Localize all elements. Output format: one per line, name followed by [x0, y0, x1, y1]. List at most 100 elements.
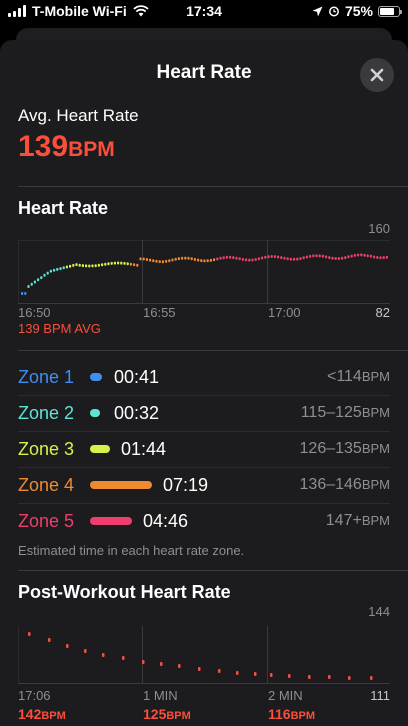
- zone-range-unit: BPM: [361, 441, 390, 456]
- post-value-unit: BPM: [41, 710, 66, 722]
- carrier-label: T-Mobile Wi-Fi: [32, 3, 127, 19]
- post-value-1: 125BPM: [143, 706, 191, 724]
- trace-segment: [289, 257, 292, 261]
- trace-segment: [366, 254, 369, 258]
- post-trace-point: [28, 632, 31, 636]
- trace-segment: [209, 258, 212, 262]
- trace-segment: [53, 268, 56, 272]
- trace-segment: [158, 260, 161, 264]
- post-value-2: 116BPM: [268, 706, 315, 724]
- zone-range-value: 126–135: [299, 440, 362, 457]
- avg-caption: 139 BPM AVG: [18, 321, 101, 336]
- zone-separator: [18, 503, 390, 504]
- zone-time: 07:19: [163, 475, 209, 495]
- trace-segment: [27, 285, 30, 288]
- trace-segment: [24, 292, 27, 295]
- trace-segment: [37, 278, 40, 282]
- close-icon: [370, 68, 384, 82]
- trace-segment: [216, 257, 219, 261]
- status-time: 17:34: [186, 3, 222, 19]
- trace-segment: [181, 256, 184, 260]
- trace-segment: [241, 258, 244, 261]
- trace-segment: [360, 253, 363, 257]
- close-button[interactable]: [360, 58, 394, 92]
- trace-segment: [347, 255, 350, 259]
- trace-segment: [65, 265, 68, 269]
- post-trace-point: [198, 667, 201, 671]
- post-trace-point: [122, 656, 125, 660]
- trace-segment: [149, 258, 152, 262]
- trace-segment: [219, 256, 222, 260]
- trace-segment: [161, 260, 164, 264]
- trace-segment: [302, 256, 305, 260]
- trace-segment: [123, 261, 126, 265]
- trace-segment: [376, 256, 379, 259]
- trace-segment: [21, 292, 24, 295]
- zone-time: 00:41: [114, 367, 160, 387]
- zone-range-unit: BPM: [361, 477, 390, 492]
- post-value-number: 142: [18, 706, 42, 722]
- trace-segment: [251, 258, 254, 262]
- trace-segment: [168, 259, 171, 263]
- trace-segment: [88, 264, 91, 268]
- chart-x-tick: 17:00: [268, 305, 301, 320]
- trace-segment: [299, 257, 302, 261]
- battery-percent: 75%: [344, 3, 373, 19]
- zone-separator: [18, 467, 390, 468]
- trace-segment: [232, 256, 235, 260]
- battery-icon: [378, 5, 402, 17]
- trace-segment: [120, 261, 123, 265]
- trace-segment: [155, 259, 158, 263]
- trace-segment: [245, 258, 248, 262]
- trace-segment: [171, 258, 174, 262]
- trace-segment: [142, 257, 145, 261]
- post-trace-point: [254, 672, 257, 676]
- trace-segment: [286, 257, 289, 261]
- trace-segment: [177, 257, 180, 261]
- post-value-0: 142BPM: [18, 706, 66, 724]
- zone-range: <114BPM: [327, 368, 390, 386]
- trace-segment: [81, 264, 84, 268]
- trace-segment: [325, 255, 328, 259]
- trace-segment: [152, 259, 155, 263]
- trace-segment: [136, 263, 139, 267]
- chart-y-max: 160: [368, 221, 390, 236]
- zone-row-5: Zone 5 04:46 147+BPM: [18, 504, 390, 538]
- zone-label: Zone 2: [18, 403, 75, 423]
- trace-segment: [283, 256, 286, 260]
- zone-label: Zone 1: [18, 367, 75, 387]
- trace-segment: [229, 255, 232, 259]
- zone-row-3: Zone 3 01:44 126–135BPM: [18, 432, 390, 466]
- trace-segment: [222, 256, 225, 260]
- divider: [18, 350, 408, 351]
- trace-segment: [293, 257, 296, 261]
- wifi-icon: [133, 5, 149, 17]
- trace-segment: [49, 269, 52, 273]
- zone-range: 147+BPM: [326, 512, 390, 530]
- zone-bar: [90, 481, 152, 489]
- zone-range-value: 115–125: [300, 404, 362, 421]
- post-x-label: 2 MIN: [268, 688, 303, 703]
- post-trace-point: [178, 664, 181, 668]
- post-value-unit: BPM: [166, 710, 191, 722]
- post-trace-point: [236, 671, 239, 675]
- trace-segment: [78, 263, 81, 267]
- trace-segment: [62, 266, 65, 270]
- post-trace-point: [328, 675, 331, 679]
- trace-segment: [373, 255, 376, 259]
- trace-segment: [238, 257, 241, 261]
- zone-bar: [90, 517, 132, 525]
- post-value-number: 116: [268, 706, 291, 722]
- avg-value-number: 139: [18, 130, 69, 163]
- trace-segment: [309, 254, 312, 258]
- trace-segment: [126, 262, 129, 266]
- trace-segment: [139, 257, 142, 261]
- post-trace-point: [270, 673, 273, 677]
- trace-segment: [56, 267, 59, 271]
- trace-segment: [133, 263, 136, 267]
- zone-range-value: <114: [326, 368, 362, 385]
- trace-segment: [97, 263, 100, 267]
- post-value-number: 125: [143, 706, 167, 722]
- trace-segment: [107, 262, 110, 266]
- trace-segment: [225, 255, 228, 259]
